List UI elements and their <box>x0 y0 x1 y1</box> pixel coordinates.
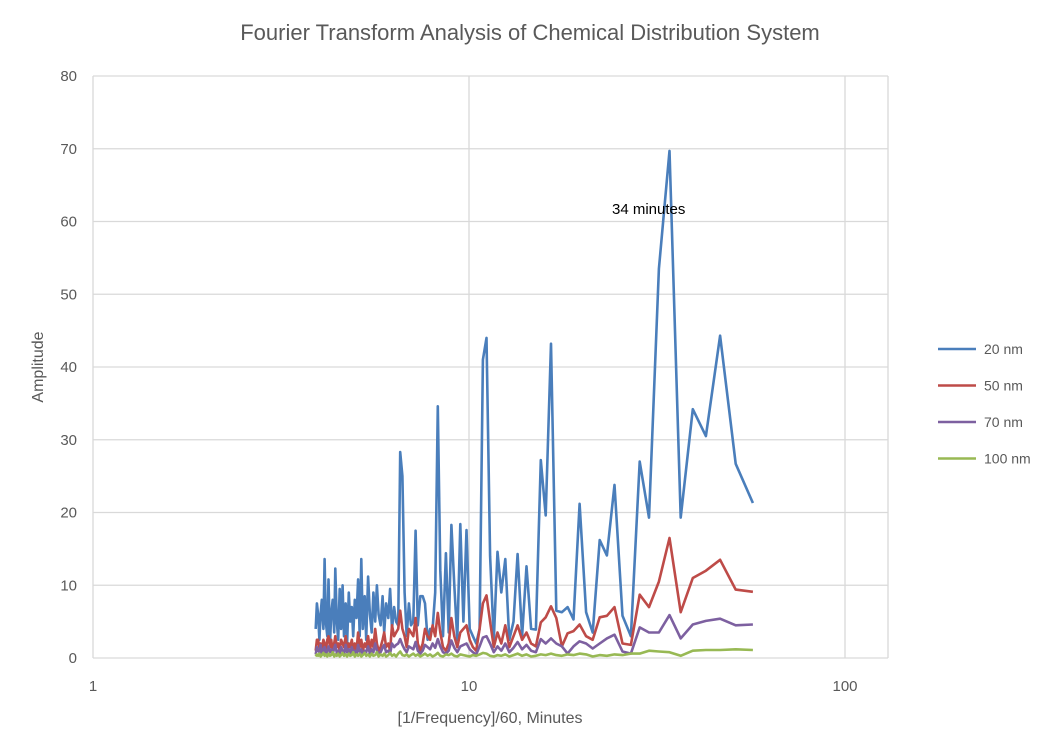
legend-item: 50 nm <box>938 378 1023 394</box>
x-tick-label: 1 <box>89 678 97 695</box>
series-lines <box>314 149 755 658</box>
y-tick-label: 70 <box>60 141 77 158</box>
y-tick-label: 40 <box>60 359 77 376</box>
x-tick-label: 100 <box>832 678 857 695</box>
x-tick-label: 10 <box>461 678 478 695</box>
series-line <box>314 536 754 653</box>
legend-label: 100 nm <box>984 451 1031 467</box>
peak-annotation: 34 minutes <box>612 201 685 218</box>
y-tick-label: 50 <box>60 286 77 303</box>
chart-title: Fourier Transform Analysis of Chemical D… <box>240 20 820 45</box>
y-tick-label: 30 <box>60 432 77 449</box>
y-tick-label: 20 <box>60 505 77 522</box>
series-20-nm <box>314 149 755 645</box>
y-axis-title: Amplitude <box>30 331 47 402</box>
legend-label: 50 nm <box>984 378 1023 394</box>
series-line <box>314 149 755 645</box>
y-tick-labels: 0 10 20 30 40 50 60 70 80 <box>60 68 77 667</box>
legend-item: 100 nm <box>938 451 1031 467</box>
gridlines <box>92 75 889 659</box>
x-tick-labels: 1 10 100 <box>89 678 858 695</box>
series-50-nm <box>314 536 754 653</box>
legend-item: 70 nm <box>938 414 1023 430</box>
series-100-nm <box>314 647 753 658</box>
legend: 20 nm 50 nm 70 nm 100 nm <box>938 341 1031 467</box>
legend-label: 20 nm <box>984 341 1023 357</box>
legend-item: 20 nm <box>938 341 1023 357</box>
y-tick-label: 60 <box>60 214 77 231</box>
y-tick-label: 0 <box>69 650 77 667</box>
y-tick-label: 80 <box>60 68 77 85</box>
y-tick-label: 10 <box>60 577 77 594</box>
x-axis-title: [1/Frequency]/60, Minutes <box>398 710 583 727</box>
legend-label: 70 nm <box>984 414 1023 430</box>
